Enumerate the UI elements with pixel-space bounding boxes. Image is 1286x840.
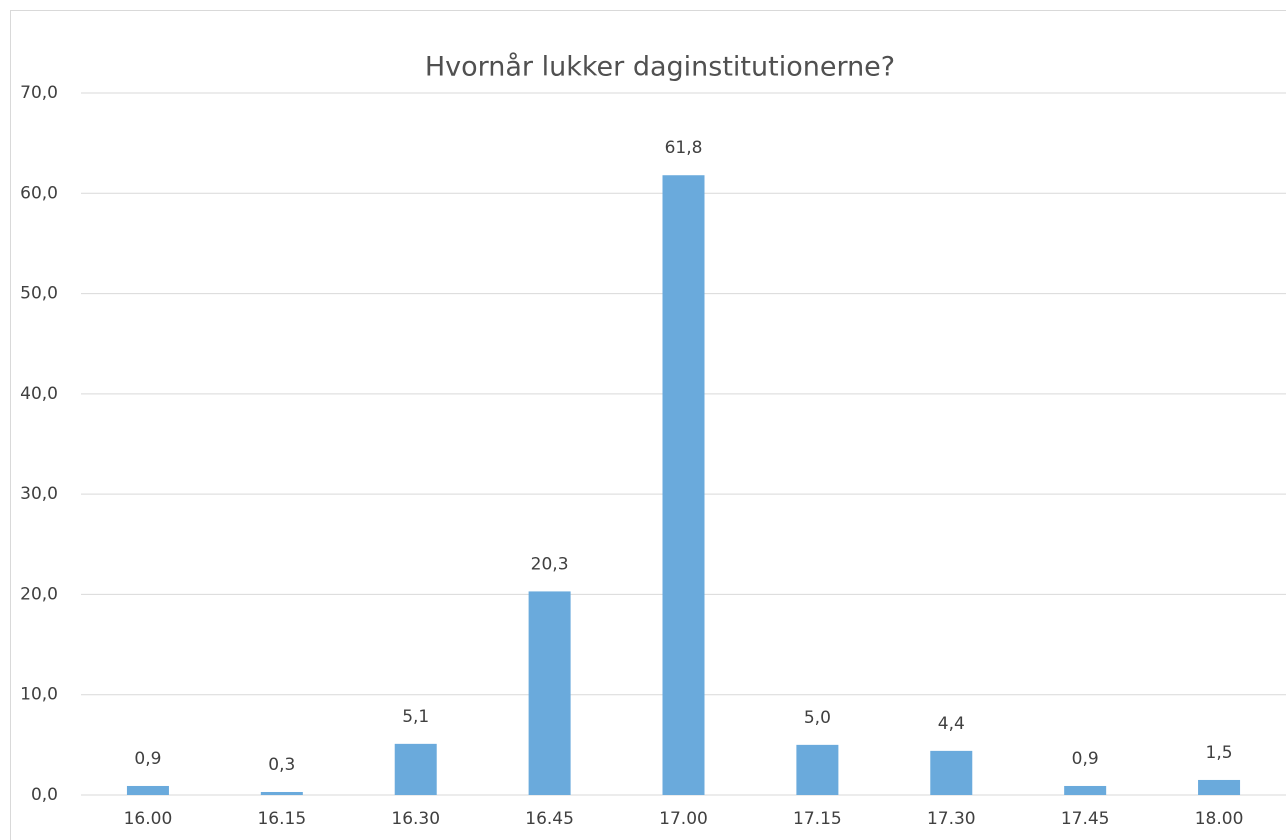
x-tick-label: 17.15 — [793, 809, 842, 829]
value-label: 5,0 — [804, 708, 831, 728]
y-tick-label: 50,0 — [20, 284, 58, 304]
bar — [528, 591, 571, 795]
chart-border — [10, 10, 1286, 840]
x-tick-label: 16.15 — [257, 809, 306, 829]
y-tick-label: 30,0 — [20, 484, 58, 504]
value-label: 20,3 — [531, 554, 569, 574]
chart-title: Hvornår lukker daginstitutionerne? — [425, 52, 895, 83]
bar — [260, 791, 303, 795]
value-label: 0,3 — [268, 755, 295, 775]
x-tick-label: 17.30 — [927, 809, 976, 829]
value-label: 1,5 — [1206, 743, 1233, 763]
y-tick-label: 20,0 — [20, 584, 58, 604]
x-tick-label: 16.45 — [525, 809, 574, 829]
value-label: 0,9 — [1072, 749, 1099, 769]
y-tick-label: 60,0 — [20, 183, 58, 203]
value-label: 5,1 — [402, 707, 429, 727]
value-label: 61,8 — [665, 138, 703, 158]
bar — [796, 744, 839, 795]
bar — [126, 785, 169, 795]
bar — [1064, 785, 1107, 795]
y-tick-label: 70,0 — [20, 83, 58, 103]
value-label: 4,4 — [938, 714, 965, 734]
bar — [1198, 779, 1241, 795]
y-tick-label: 40,0 — [20, 384, 58, 404]
x-tick-label: 16.30 — [391, 809, 440, 829]
value-label: 0,9 — [134, 749, 161, 769]
x-tick-label: 18.00 — [1195, 809, 1244, 829]
bar — [662, 175, 705, 796]
x-tick-label: 17.45 — [1061, 809, 1110, 829]
x-tick-label: 16.00 — [124, 809, 173, 829]
bar — [394, 743, 437, 795]
y-tick-label: 0,0 — [31, 785, 58, 805]
y-tick-label: 10,0 — [20, 685, 58, 705]
bar — [930, 750, 973, 795]
x-tick-label: 17.00 — [659, 809, 708, 829]
